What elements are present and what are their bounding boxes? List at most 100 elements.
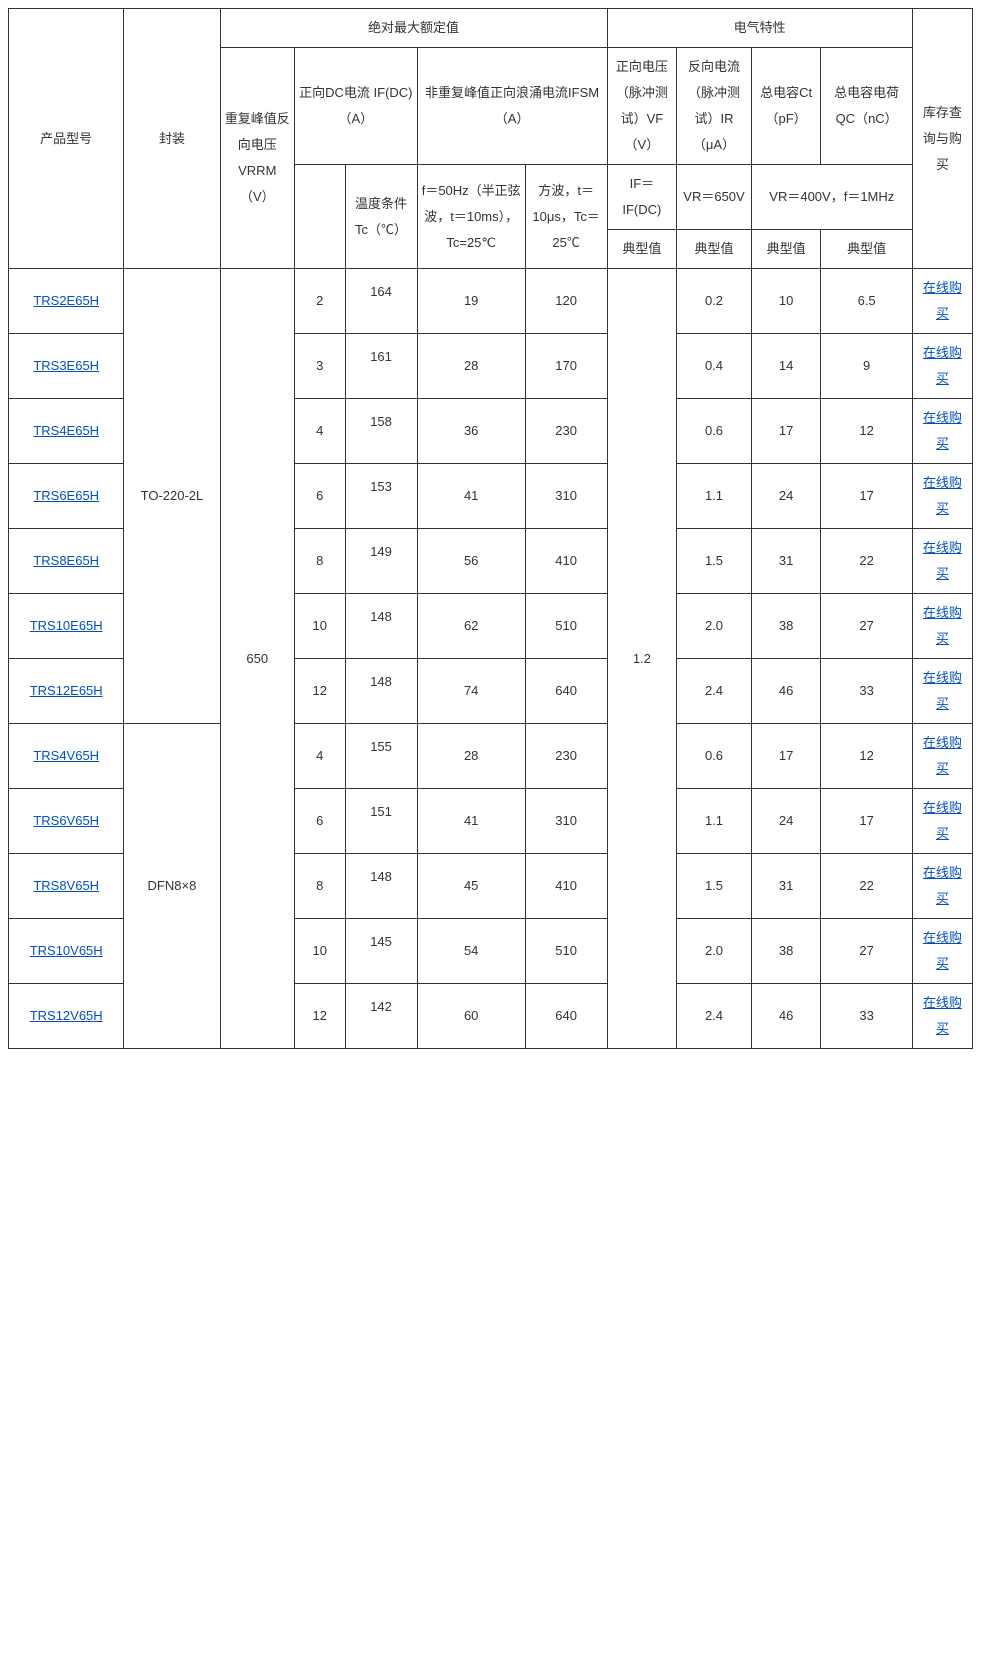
buy-link[interactable]: 在线购买 — [923, 670, 962, 711]
cell-buy: 在线购买 — [912, 724, 972, 789]
hdr-ifsm: 非重复峰值正向浪涌电流IFSM（A） — [417, 48, 607, 165]
cell-ifsm-square: 410 — [525, 854, 607, 919]
cell-ifsm-square: 170 — [525, 334, 607, 399]
cell-ifsm-sine: 28 — [417, 334, 525, 399]
cell-buy: 在线购买 — [912, 464, 972, 529]
cell-qc: 6.5 — [821, 269, 912, 334]
cell-qc: 9 — [821, 334, 912, 399]
cell-ct: 10 — [751, 269, 821, 334]
table-body: TRS2E65HTO-220-2L6502164191201.20.2106.5… — [9, 269, 973, 1049]
model-link[interactable]: TRS4E65H — [33, 423, 99, 438]
model-link[interactable]: TRS4V65H — [33, 748, 99, 763]
model-link[interactable]: TRS6V65H — [33, 813, 99, 828]
model-link[interactable]: TRS10V65H — [30, 943, 103, 958]
cell-buy: 在线购买 — [912, 984, 972, 1049]
cell-ifdc: 12 — [295, 659, 345, 724]
cell-model: TRS12V65H — [9, 984, 124, 1049]
hdr-package: 封装 — [124, 9, 220, 269]
buy-link[interactable]: 在线购买 — [923, 345, 962, 386]
cell-buy: 在线购买 — [912, 399, 972, 464]
cell-ifdc: 4 — [295, 724, 345, 789]
cell-ifdc: 10 — [295, 919, 345, 984]
hdr-ifsm-sine: f＝50Hz（半正弦波，t＝10ms），Tc=25℃ — [417, 165, 525, 269]
cell-ir: 1.1 — [677, 464, 752, 529]
cell-ifsm-square: 120 — [525, 269, 607, 334]
buy-link[interactable]: 在线购买 — [923, 475, 962, 516]
cell-ir: 1.1 — [677, 789, 752, 854]
hdr-model: 产品型号 — [9, 9, 124, 269]
cell-model: TRS3E65H — [9, 334, 124, 399]
cell-ct: 31 — [751, 854, 821, 919]
cell-qc: 22 — [821, 854, 912, 919]
model-link[interactable]: TRS12E65H — [30, 683, 103, 698]
cell-ifdc: 12 — [295, 984, 345, 1049]
cell-tc: 161 — [345, 334, 417, 399]
hdr-qc-typ: 典型值 — [821, 230, 912, 269]
hdr-ctqc-cond: VR＝400V，f＝1MHz — [751, 165, 912, 230]
hdr-elec: 电气特性 — [607, 9, 912, 48]
cell-ct: 17 — [751, 399, 821, 464]
cell-vf: 1.2 — [607, 269, 677, 1049]
cell-model: TRS4E65H — [9, 399, 124, 464]
cell-tc: 155 — [345, 724, 417, 789]
hdr-stock: 库存查询与购买 — [912, 9, 972, 269]
model-link[interactable]: TRS12V65H — [30, 1008, 103, 1023]
cell-ifsm-square: 640 — [525, 659, 607, 724]
cell-qc: 33 — [821, 984, 912, 1049]
hdr-vf: 正向电压（脉冲测试）VF（V） — [607, 48, 677, 165]
cell-ifsm-sine: 41 — [417, 789, 525, 854]
cell-ifsm-sine: 54 — [417, 919, 525, 984]
cell-ifsm-sine: 28 — [417, 724, 525, 789]
buy-link[interactable]: 在线购买 — [923, 735, 962, 776]
model-link[interactable]: TRS3E65H — [33, 358, 99, 373]
cell-ir: 0.2 — [677, 269, 752, 334]
cell-ifsm-sine: 19 — [417, 269, 525, 334]
cell-ifsm-square: 640 — [525, 984, 607, 1049]
buy-link[interactable]: 在线购买 — [923, 800, 962, 841]
cell-ifdc: 4 — [295, 399, 345, 464]
cell-ir: 2.0 — [677, 594, 752, 659]
model-link[interactable]: TRS8V65H — [33, 878, 99, 893]
cell-ct: 46 — [751, 984, 821, 1049]
buy-link[interactable]: 在线购买 — [923, 410, 962, 451]
cell-model: TRS4V65H — [9, 724, 124, 789]
buy-link[interactable]: 在线购买 — [923, 540, 962, 581]
cell-qc: 12 — [821, 724, 912, 789]
table-row: TRS4V65HDFN8×84155282300.61712在线购买 — [9, 724, 973, 789]
cell-tc: 145 — [345, 919, 417, 984]
buy-link[interactable]: 在线购买 — [923, 865, 962, 906]
cell-ifdc: 8 — [295, 854, 345, 919]
model-link[interactable]: TRS6E65H — [33, 488, 99, 503]
cell-ifsm-sine: 56 — [417, 529, 525, 594]
cell-model: TRS10V65H — [9, 919, 124, 984]
cell-model: TRS8V65H — [9, 854, 124, 919]
cell-ir: 2.4 — [677, 659, 752, 724]
cell-ifdc: 6 — [295, 789, 345, 854]
cell-buy: 在线购买 — [912, 659, 972, 724]
cell-tc: 149 — [345, 529, 417, 594]
cell-buy: 在线购买 — [912, 594, 972, 659]
cell-ct: 31 — [751, 529, 821, 594]
cell-buy: 在线购买 — [912, 919, 972, 984]
cell-vrrm: 650 — [220, 269, 295, 1049]
buy-link[interactable]: 在线购买 — [923, 995, 962, 1036]
model-link[interactable]: TRS2E65H — [33, 293, 99, 308]
cell-model: TRS2E65H — [9, 269, 124, 334]
cell-ifdc: 2 — [295, 269, 345, 334]
cell-ct: 46 — [751, 659, 821, 724]
cell-qc: 17 — [821, 789, 912, 854]
buy-link[interactable]: 在线购买 — [923, 930, 962, 971]
model-link[interactable]: TRS10E65H — [30, 618, 103, 633]
cell-ir: 2.4 — [677, 984, 752, 1049]
model-link[interactable]: TRS8E65H — [33, 553, 99, 568]
buy-link[interactable]: 在线购买 — [923, 605, 962, 646]
hdr-vrrm: 重复峰值反向电压VRRM（V） — [220, 48, 295, 269]
cell-ifdc: 6 — [295, 464, 345, 529]
cell-ifsm-sine: 45 — [417, 854, 525, 919]
hdr-ir: 反向电流（脉冲测试）IR（μA） — [677, 48, 752, 165]
cell-model: TRS12E65H — [9, 659, 124, 724]
buy-link[interactable]: 在线购买 — [923, 280, 962, 321]
hdr-ifdc-blank — [295, 165, 345, 269]
cell-ir: 1.5 — [677, 854, 752, 919]
cell-ifdc: 3 — [295, 334, 345, 399]
